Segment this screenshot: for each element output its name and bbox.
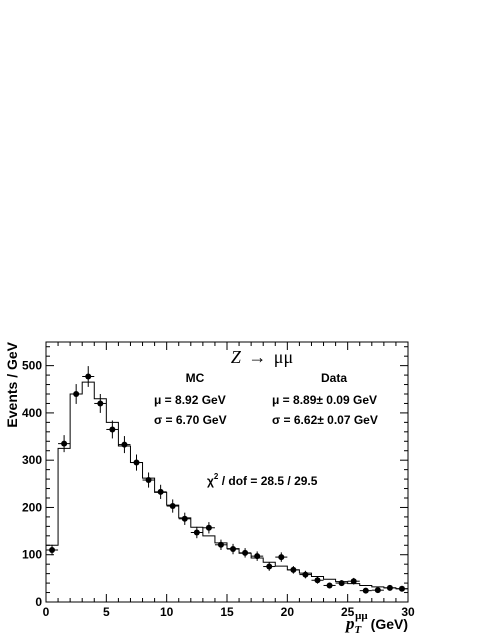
data-point <box>299 570 312 579</box>
data-marker <box>374 587 381 594</box>
data-point <box>383 584 396 591</box>
data-marker <box>49 547 56 553</box>
chart-title: Z → μμ <box>231 347 293 367</box>
data-marker <box>302 571 309 578</box>
data-point <box>214 539 227 550</box>
data-sigma: σ = 6.62± 0.07 GeV <box>272 413 378 427</box>
data-point <box>190 526 203 539</box>
data-point <box>118 436 131 454</box>
data-point <box>58 435 71 453</box>
data-marker <box>278 554 285 561</box>
data-point <box>323 582 336 589</box>
data-point <box>154 484 167 499</box>
data-marker <box>181 515 188 522</box>
data-marker <box>109 426 116 433</box>
data-point <box>335 580 348 587</box>
axis-ticks <box>45 342 409 603</box>
data-marker <box>133 459 140 466</box>
x-tick-label: 0 <box>43 605 50 619</box>
data-marker <box>217 541 224 548</box>
data-marker <box>145 477 152 484</box>
data-marker <box>398 585 405 592</box>
data-marker <box>326 582 333 589</box>
data-points <box>46 366 408 594</box>
data-marker <box>169 503 176 510</box>
data-point <box>347 577 360 585</box>
y-tick-label: 300 <box>22 453 42 467</box>
data-point <box>94 394 107 413</box>
data-point <box>287 566 300 574</box>
y-tick-label: 400 <box>22 406 42 420</box>
data-point <box>311 576 324 584</box>
data-point <box>263 562 276 571</box>
data-point <box>275 552 288 562</box>
x-axis-label: pTμμ (GeV) <box>344 610 408 635</box>
data-point <box>82 366 95 387</box>
x-tick-label: 5 <box>103 605 110 619</box>
data-point <box>106 420 119 439</box>
data-marker <box>97 400 104 407</box>
data-point <box>202 522 215 534</box>
data-header: Data <box>321 371 347 385</box>
data-point <box>251 551 264 561</box>
data-point <box>142 472 155 488</box>
mc-sigma: σ = 6.70 GeV <box>154 413 227 427</box>
data-mu: μ = 8.89± 0.09 GeV <box>272 393 377 407</box>
data-point <box>395 585 408 592</box>
x-tick-label: 15 <box>220 605 234 619</box>
data-marker <box>73 391 80 397</box>
y-tick-label: 500 <box>22 359 42 373</box>
data-point <box>239 548 252 558</box>
y-tick-label: 0 <box>35 595 42 609</box>
mc-mu: μ = 8.92 GeV <box>154 393 226 407</box>
data-point <box>359 587 372 594</box>
x-tick-label: 25 <box>341 605 355 619</box>
mc-histogram-line <box>45 381 409 602</box>
y-tick-label: 200 <box>22 500 42 514</box>
data-marker <box>121 441 128 448</box>
x-tick-label: 10 <box>160 605 174 619</box>
data-point <box>46 544 59 556</box>
data-marker <box>350 578 357 585</box>
data-marker <box>230 546 237 553</box>
data-point <box>130 454 143 471</box>
data-marker <box>205 524 212 531</box>
data-marker <box>254 553 261 560</box>
data-marker <box>338 580 345 587</box>
data-point <box>371 587 384 594</box>
chi2-annotation: χ2 / dof = 28.5 / 29.5 <box>207 472 318 488</box>
plot-frame <box>45 341 409 603</box>
data-point <box>70 384 83 404</box>
data-point <box>178 512 191 525</box>
data-marker <box>61 440 68 447</box>
x-tick-label: 20 <box>281 605 295 619</box>
data-marker <box>157 488 164 495</box>
data-marker <box>85 373 92 380</box>
data-point <box>166 499 179 513</box>
data-marker <box>266 563 273 570</box>
data-marker <box>314 577 321 584</box>
y-tick-label: 100 <box>22 548 42 562</box>
y-axis-label: Events / GeV <box>4 341 20 427</box>
mc-header: MC <box>186 371 205 385</box>
data-marker <box>193 529 200 536</box>
data-marker <box>362 587 369 594</box>
data-marker <box>290 566 297 573</box>
x-tick-label: 30 <box>401 605 415 619</box>
data-point <box>227 543 240 555</box>
data-marker <box>242 549 249 556</box>
data-marker <box>386 584 393 591</box>
